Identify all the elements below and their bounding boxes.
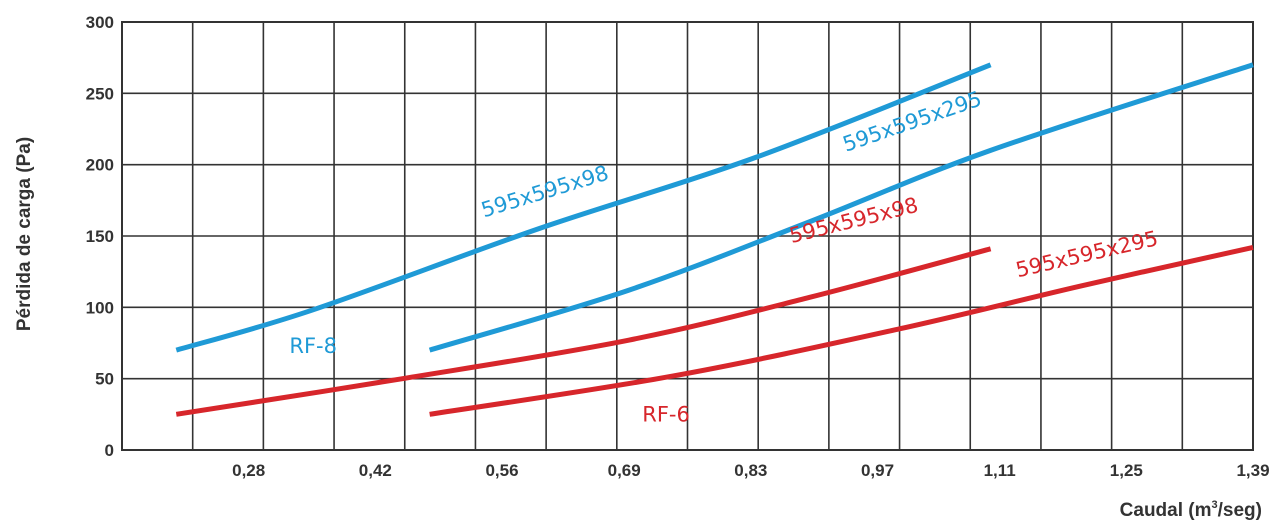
x-tick-label: 0,97 — [861, 461, 894, 480]
y-tick-label: 300 — [86, 13, 114, 32]
plot-frame — [121, 21, 1254, 451]
series-line-rf8-1 — [175, 62, 992, 353]
x-tick-label: 0,83 — [734, 461, 767, 480]
tick-labels: 0 50 100 150 200 250 300 0,28 0,42 0,56 0,69 0,83 0,… — [86, 13, 1270, 480]
series-line-rf6-3 — [175, 246, 992, 417]
y-tick-label: 200 — [86, 156, 114, 175]
group-label-rf6: RF-6 — [642, 402, 690, 426]
series-line-rf6-4 — [429, 244, 1254, 417]
x-axis-title-tail: /seg) — [1218, 500, 1262, 521]
y-tick-label: 0 — [105, 441, 114, 460]
x-axis-title-sup: 3 — [1212, 499, 1218, 511]
series-line-rf8-2 — [428, 62, 1254, 353]
x-tick-label: 1,39 — [1236, 461, 1269, 480]
x-tick-label: 0,56 — [485, 461, 518, 480]
group-label-rf8: RF-8 — [289, 334, 337, 358]
x-axis-title-main: Caudal (m — [1120, 500, 1212, 521]
x-axis-title: Caudal (m3/seg) — [1120, 499, 1262, 521]
x-tick-label: 0,28 — [232, 461, 265, 480]
y-tick-label: 150 — [86, 227, 114, 246]
x-tick-label: 1,11 — [984, 461, 1016, 480]
y-tick-label: 50 — [95, 370, 114, 389]
y-tick-label: 100 — [86, 298, 114, 317]
grid — [121, 21, 1254, 451]
x-tick-label: 0,42 — [359, 461, 392, 480]
y-axis-title: Pérdida de carga (Pa) — [14, 137, 35, 331]
y-tick-label: 250 — [86, 84, 114, 103]
x-tick-label: 0,69 — [608, 461, 641, 480]
curves — [175, 62, 1254, 417]
x-tick-label: 1,25 — [1110, 461, 1143, 480]
